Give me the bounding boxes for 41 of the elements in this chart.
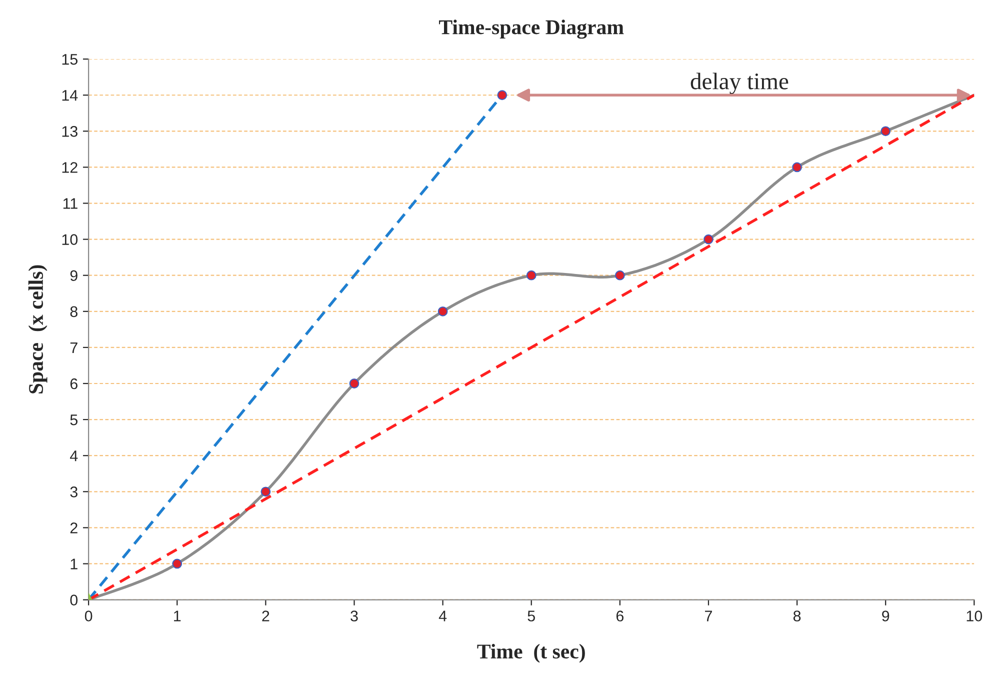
point xyxy=(172,558,182,569)
point xyxy=(880,126,891,136)
y-tick-label: 8 xyxy=(70,306,78,318)
point xyxy=(438,306,448,316)
y-tick-label: 12 xyxy=(62,162,78,173)
y-tick-label: 0 xyxy=(70,594,78,606)
x-tick-label: 5 xyxy=(528,610,535,622)
x-axis-title: Time (t sec) xyxy=(477,644,585,663)
y-tick-label: 3 xyxy=(70,486,78,498)
point xyxy=(497,90,508,100)
x-tick-label: 9 xyxy=(882,610,890,622)
y-tick-label: 15 xyxy=(62,54,78,65)
y-tick-label: 14 xyxy=(62,90,78,101)
point xyxy=(792,162,802,172)
y-tick-label: 5 xyxy=(70,414,78,426)
x-tick-label: 0 xyxy=(84,610,92,622)
x-tick-label: 4 xyxy=(438,610,447,622)
x-tick-label: 2 xyxy=(262,610,270,622)
y-tick-label: 4 xyxy=(70,450,78,462)
x-tick-label: 1 xyxy=(174,610,181,622)
chart-title: Time-space Diagram xyxy=(439,20,624,39)
point xyxy=(614,270,625,280)
x-tick-label: 10 xyxy=(966,610,982,622)
annotation: delay time xyxy=(690,72,788,94)
y-axis-title: Space (x cells) xyxy=(28,265,48,394)
y-tick-label: 11 xyxy=(63,198,78,209)
x-tick-label: 3 xyxy=(350,610,358,622)
x-tick-label: 7 xyxy=(705,610,712,622)
y-tick-label: 13 xyxy=(62,126,78,137)
y-tick-label: 7 xyxy=(70,342,78,353)
point xyxy=(704,234,714,244)
x-tick-label: 8 xyxy=(793,610,801,622)
y-tick-label: 10 xyxy=(62,234,78,245)
point xyxy=(349,378,360,388)
y-tick-label: 6 xyxy=(70,378,78,390)
point xyxy=(526,270,536,280)
y-tick-label: 9 xyxy=(70,270,78,282)
y-tick-label: 2 xyxy=(70,522,78,534)
point xyxy=(260,486,271,497)
y-tick-label: 1 xyxy=(70,558,78,570)
x-tick-label: 6 xyxy=(616,610,624,622)
